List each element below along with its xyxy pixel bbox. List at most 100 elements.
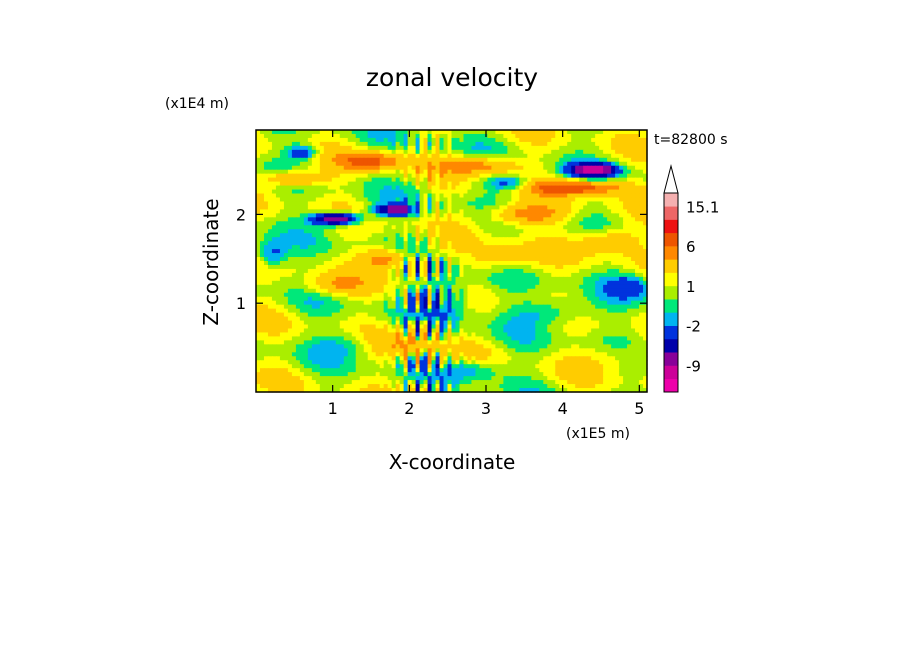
heatmap-cell	[547, 264, 552, 270]
heatmap-cell	[267, 296, 273, 302]
heatmap-cell	[399, 193, 405, 199]
heatmap-cell	[643, 249, 648, 254]
heatmap-cell	[475, 233, 481, 238]
heatmap-cell	[391, 161, 397, 167]
heatmap-cell	[479, 304, 485, 310]
heatmap-cell	[263, 205, 269, 210]
heatmap-cell	[383, 205, 389, 210]
heatmap-cell	[399, 181, 405, 187]
heatmap-cell	[259, 249, 265, 254]
heatmap-cell	[627, 300, 632, 306]
heatmap-cell	[379, 292, 385, 298]
heatmap-cell	[591, 308, 596, 314]
heatmap-cell	[399, 225, 405, 230]
heatmap-cell	[379, 280, 385, 286]
heatmap-cell	[463, 173, 469, 179]
heatmap-cell	[523, 253, 528, 258]
heatmap-cell	[435, 153, 441, 159]
heatmap-cell	[347, 288, 353, 294]
heatmap-cell	[575, 284, 580, 290]
heatmap-cell	[627, 209, 632, 214]
heatmap-cell	[391, 229, 397, 234]
heatmap-cell	[371, 288, 377, 294]
heatmap-cell	[571, 133, 576, 139]
heatmap-cell	[507, 300, 512, 306]
heatmap-cell	[559, 312, 564, 318]
heatmap-cell	[319, 328, 325, 334]
heatmap-cell	[259, 185, 265, 191]
heatmap-cell	[279, 209, 285, 214]
heatmap-cell	[463, 245, 469, 250]
heatmap-cell	[499, 197, 504, 203]
heatmap-cell	[319, 153, 325, 159]
heatmap-cell	[579, 245, 584, 250]
heatmap-cell	[559, 157, 564, 163]
heatmap-cell	[256, 245, 261, 250]
heatmap-cell	[315, 229, 321, 234]
heatmap-cell	[599, 165, 604, 171]
heatmap-cell	[571, 280, 576, 286]
heatmap-cell	[471, 261, 477, 266]
heatmap-cell	[643, 264, 648, 270]
heatmap-cell	[467, 193, 473, 199]
heatmap-cell	[331, 205, 337, 210]
heatmap-cell	[475, 225, 481, 230]
heatmap-cell	[579, 237, 584, 242]
heatmap-cell	[479, 213, 485, 218]
heatmap-cell	[355, 288, 361, 294]
heatmap-cell	[471, 249, 477, 254]
heatmap-cell	[459, 233, 465, 238]
heatmap-cell	[543, 324, 548, 330]
heatmap-cell	[587, 165, 592, 171]
heatmap-cell	[499, 292, 504, 298]
heatmap-cell	[371, 181, 377, 187]
heatmap-cell	[319, 324, 325, 330]
heatmap-cell	[447, 253, 453, 258]
heatmap-cell	[275, 185, 281, 191]
heatmap-cell	[511, 157, 516, 163]
heatmap-cell	[555, 268, 560, 274]
heatmap-cell	[371, 173, 377, 179]
heatmap-cell	[423, 161, 429, 167]
heatmap-cell	[435, 161, 441, 167]
heatmap-cell	[279, 221, 285, 226]
heatmap-cell	[443, 284, 449, 290]
heatmap-cell	[375, 280, 381, 286]
heatmap-cell	[459, 193, 465, 199]
heatmap-cell	[475, 213, 481, 218]
heatmap-cell	[415, 153, 421, 159]
heatmap-cell	[471, 133, 477, 139]
heatmap-cell	[591, 272, 596, 278]
heatmap-cell	[639, 197, 644, 203]
heatmap-cell	[311, 253, 317, 258]
heatmap-cell	[535, 133, 540, 139]
heatmap-cell	[467, 304, 473, 310]
heatmap-cell	[311, 229, 317, 234]
heatmap-cell	[539, 209, 544, 214]
heatmap-cell	[407, 185, 413, 191]
heatmap-cell	[539, 296, 544, 302]
heatmap-cell	[391, 137, 397, 143]
heatmap-cell	[415, 272, 421, 278]
heatmap-cell	[363, 288, 369, 294]
heatmap-cell	[627, 241, 632, 246]
heatmap-cell	[479, 141, 485, 147]
heatmap-cell	[415, 177, 421, 183]
heatmap-cell	[311, 165, 317, 171]
heatmap-cell	[427, 288, 433, 294]
heatmap-cell	[611, 181, 616, 187]
heatmap-cell	[303, 165, 309, 171]
heatmap-cell	[551, 300, 556, 306]
heatmap-cell	[279, 328, 285, 334]
heatmap-cell	[559, 153, 564, 159]
heatmap-cell	[359, 249, 365, 254]
heatmap-cell	[451, 157, 457, 163]
heatmap-cell	[431, 264, 437, 270]
heatmap-cell	[559, 324, 564, 330]
heatmap-cell	[519, 221, 524, 226]
heatmap-cell	[451, 320, 457, 326]
heatmap-cell	[323, 276, 329, 282]
heatmap-cell	[491, 316, 496, 322]
heatmap-cell	[323, 245, 329, 250]
